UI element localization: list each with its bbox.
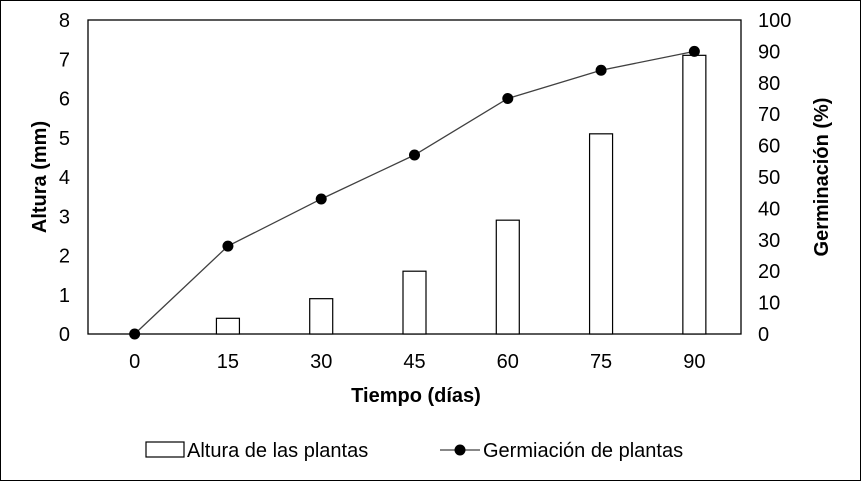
- bar-45: [402, 270, 427, 335]
- left-y-tick-4: 4: [59, 167, 70, 189]
- left-y-tick-8: 8: [59, 10, 70, 32]
- right-y-tick-0: 0: [758, 324, 769, 346]
- point-60: [502, 93, 514, 104]
- bar-60: [495, 219, 520, 335]
- left-y-tick-5: 5: [59, 128, 70, 150]
- x-tick-labels: 0 15 30 45 60 75 90: [129, 351, 705, 373]
- legend-marker-swatch: [454, 444, 466, 456]
- x-axis-title: Tiempo (días): [351, 385, 481, 407]
- x-tick-30: 30: [310, 351, 332, 373]
- left-y-tick-0: 0: [59, 324, 70, 346]
- left-y-tick-1: 1: [59, 285, 70, 307]
- legend-label-germinacion: Germiación de plantas: [483, 440, 683, 462]
- bar-30: [309, 298, 334, 335]
- right-y-tick-100: 100: [758, 10, 791, 32]
- right-y-tick-60: 60: [758, 136, 780, 158]
- x-tick-60: 60: [497, 351, 519, 373]
- left-y-tick-labels: 0 1 2 3 4 5 6 7 8: [59, 10, 70, 346]
- right-y-tick-90: 90: [758, 41, 780, 63]
- bar-75: [588, 133, 614, 335]
- bar-90: [682, 54, 707, 335]
- right-y-tick-80: 80: [758, 73, 780, 95]
- right-y-tick-30: 30: [758, 230, 780, 252]
- point-90: [688, 45, 700, 57]
- point-15: [222, 240, 234, 252]
- left-y-axis-title: Altura (mm): [29, 121, 51, 233]
- right-y-tick-20: 20: [758, 261, 780, 283]
- x-tick-45: 45: [403, 351, 425, 373]
- right-y-axis-title: Germinación (%): [811, 98, 833, 257]
- legend-label-altura: Altura de las plantas: [187, 440, 368, 462]
- x-tick-90: 90: [683, 351, 705, 373]
- x-tick-15: 15: [217, 351, 239, 373]
- right-y-tick-10: 10: [758, 293, 780, 315]
- point-30: [315, 193, 327, 205]
- left-y-tick-3: 3: [59, 206, 70, 228]
- line-series: [129, 45, 700, 340]
- x-tick-75: 75: [590, 351, 612, 373]
- left-y-tick-2: 2: [59, 246, 70, 268]
- x-tick-0: 0: [129, 351, 140, 373]
- point-75: [595, 64, 607, 76]
- left-y-tick-7: 7: [59, 49, 70, 71]
- point-45: [409, 149, 420, 161]
- point-0: [129, 328, 141, 340]
- bar-15: [215, 317, 241, 335]
- right-y-tick-40: 40: [758, 198, 780, 220]
- legend: Altura de las plantas Germiación de plan…: [145, 440, 683, 462]
- right-y-tick-labels: 0 10 20 30 40 50 60 70 80 90 100: [758, 10, 791, 346]
- right-y-tick-50: 50: [758, 167, 780, 189]
- right-y-tick-70: 70: [758, 104, 780, 126]
- legend-bar-swatch: [145, 441, 185, 458]
- bar-series: [215, 54, 707, 335]
- left-y-tick-6: 6: [59, 89, 70, 111]
